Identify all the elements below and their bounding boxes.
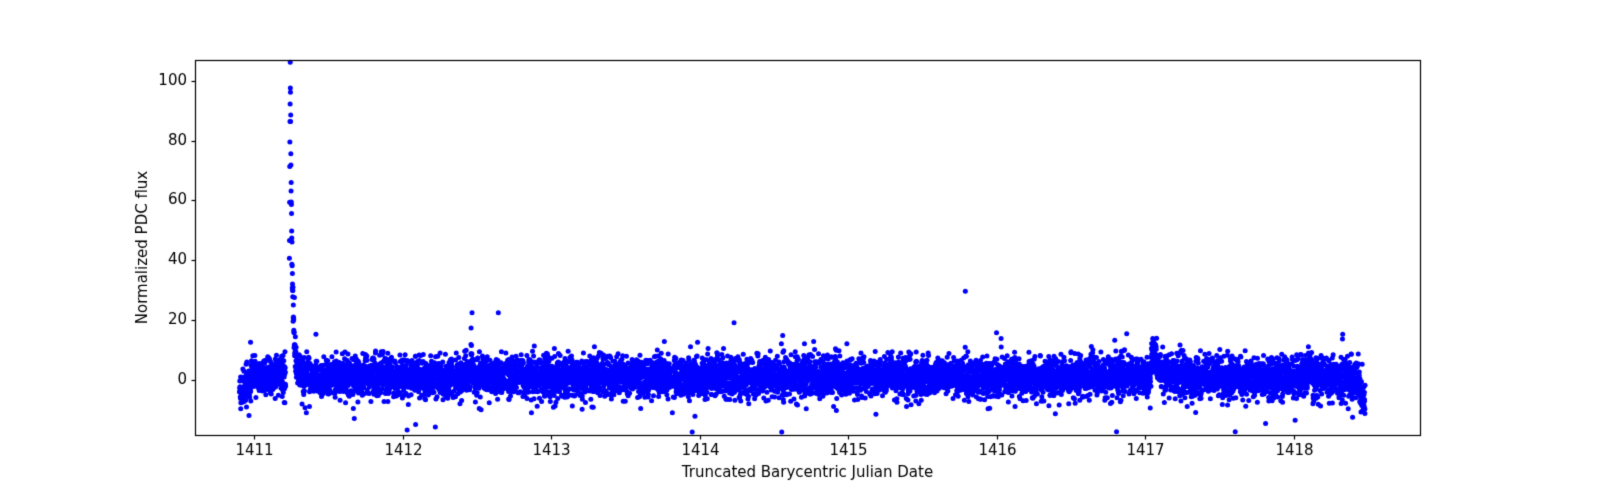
matplotlib-figure [0,0,1600,500]
light-curve-scatter-plot [0,0,1600,500]
